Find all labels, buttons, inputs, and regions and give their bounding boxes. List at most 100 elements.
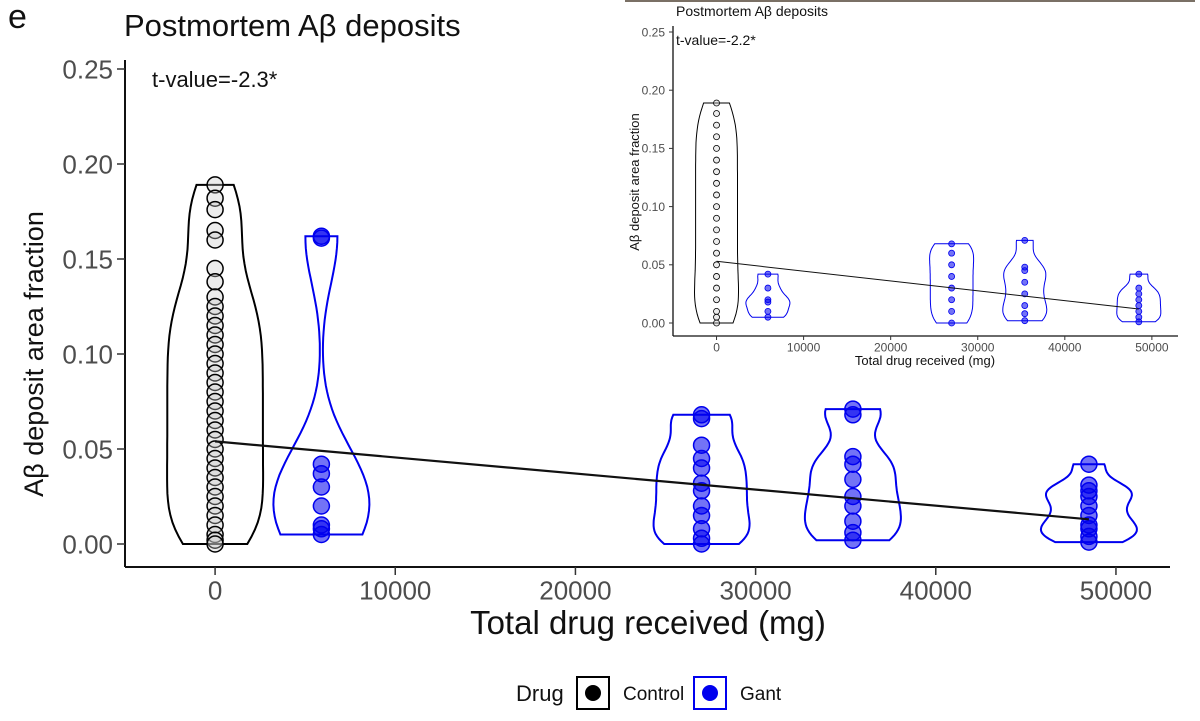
main-axes [124,60,1170,568]
inset-y-tick-label: 0.10 [642,200,666,214]
main-point-gant [1080,455,1098,473]
main-point-control [206,497,224,515]
inset-y-tick-label: 0.15 [642,142,666,156]
inset-point-control [713,168,720,176]
inset-point-control [713,156,720,164]
main-x-tick-label: 20000 [539,576,611,606]
main-point-control [206,525,224,544]
main-point-control [206,316,224,335]
inset-violin-control [693,102,739,324]
main-x-ticks: 0 10000 20000 30000 40000 50000 [208,567,1152,606]
main-point-gant [844,531,862,549]
main-point-control [206,345,224,363]
main-violin-gant [803,408,902,542]
inset-panel: Postmortem Aβ deposits t-value=-2.2* 0.0… [625,0,1195,368]
inset-x-tick-label: 10000 [787,340,821,354]
main-y-tick-label: 0.05 [62,434,113,464]
legend-marker-control [585,685,601,701]
main-y-tick-label: 0.10 [62,339,113,369]
main-point-control [206,430,224,449]
main-violin-control [166,183,265,545]
main-point-gant [312,525,331,544]
inset-point-control [713,144,720,152]
main-chart-title: Postmortem Aβ deposits [124,8,461,43]
inset-point-gant [1021,317,1029,325]
main-point-gant [312,497,331,515]
inset-x-tick-label: 0 [713,340,720,354]
inset-point-gant [1021,267,1029,275]
main-point-gant [312,478,331,496]
main-point-gant [692,459,711,477]
main-point-control [206,459,224,477]
main-point-gant [312,229,331,247]
inset-point-control [713,313,720,321]
inset-x-tick-label: 20000 [874,340,908,354]
inset-violins [693,102,1162,324]
main-point-control [206,487,224,506]
inset-point-gant [764,270,772,278]
main-regression-line-path [214,440,1090,521]
inset-points [713,99,1143,327]
main-point-control [206,326,224,344]
inset-y-tick-label: 0.20 [642,84,666,98]
main-point-control [206,478,224,496]
legend: Drug Control Gant [516,676,782,710]
inset-point-gant [948,249,956,257]
main-x-tick-label: 40000 [900,576,972,606]
inset-point-control [713,110,720,117]
inset-point-gant [948,261,956,269]
inset-chart-title: Postmortem Aβ deposits [676,3,828,19]
inset-y-ticks: 0.00 0.05 0.10 0.15 0.20 0.25 [642,25,673,330]
inset-point-gant [764,284,772,292]
inset-point-gant [1135,318,1143,326]
main-point-control [206,259,224,278]
inset-point-gant [948,240,956,248]
inset-point-gant [1021,302,1029,309]
inset-point-control [713,191,720,199]
main-point-control [206,273,224,291]
inset-y-tick-label: 0.05 [642,258,666,272]
main-x-axis-label: Total drug received (mg) [470,604,826,641]
legend-key-control [576,676,610,710]
inset-t-value-annotation: t-value=-2.2* [676,32,756,48]
legend-label-control: Control [623,684,684,705]
inset-point-gant [764,313,772,321]
main-point-control [206,297,224,316]
main-point-control [206,402,224,420]
inset-point-gant [1021,278,1029,286]
inset-y-tick-label: 0.00 [642,316,666,330]
inset-point-control [713,179,720,187]
legend-title: Drug [516,681,564,706]
inset-point-gant [764,307,772,315]
inset-point-control [713,319,720,327]
main-point-control [206,392,224,411]
main-point-control [206,373,224,392]
main-point-control [206,535,224,553]
inset-x-tick-label: 40000 [1048,340,1082,354]
inset-point-gant [948,307,956,315]
main-point-control [206,176,224,194]
inset-y-axis-label: Aβ deposit area fraction [627,113,642,251]
main-point-control [206,231,224,249]
main-y-tick-label: 0.25 [62,54,113,84]
legend-marker-gant [702,685,718,701]
main-point-control [206,440,224,458]
main-y-tick-label: 0.20 [62,149,113,179]
inset-point-control [713,238,720,245]
main-x-tick-label: 50000 [1080,576,1152,606]
inset-point-control [713,249,720,257]
main-point-control [206,506,224,525]
main-point-gant [1080,533,1098,551]
panel-letter: e [8,0,27,36]
main-point-control [206,307,224,325]
main-point-gant [844,470,862,489]
inset-point-gant [1135,284,1143,292]
main-violin-gant [652,413,751,545]
main-point-control [206,531,224,549]
inset-point-control [713,307,720,315]
inset-point-gant [1021,236,1029,244]
inset-regression-line [716,260,1139,310]
inset-y-tick-label: 0.25 [642,25,666,39]
inset-point-gant [764,298,772,306]
